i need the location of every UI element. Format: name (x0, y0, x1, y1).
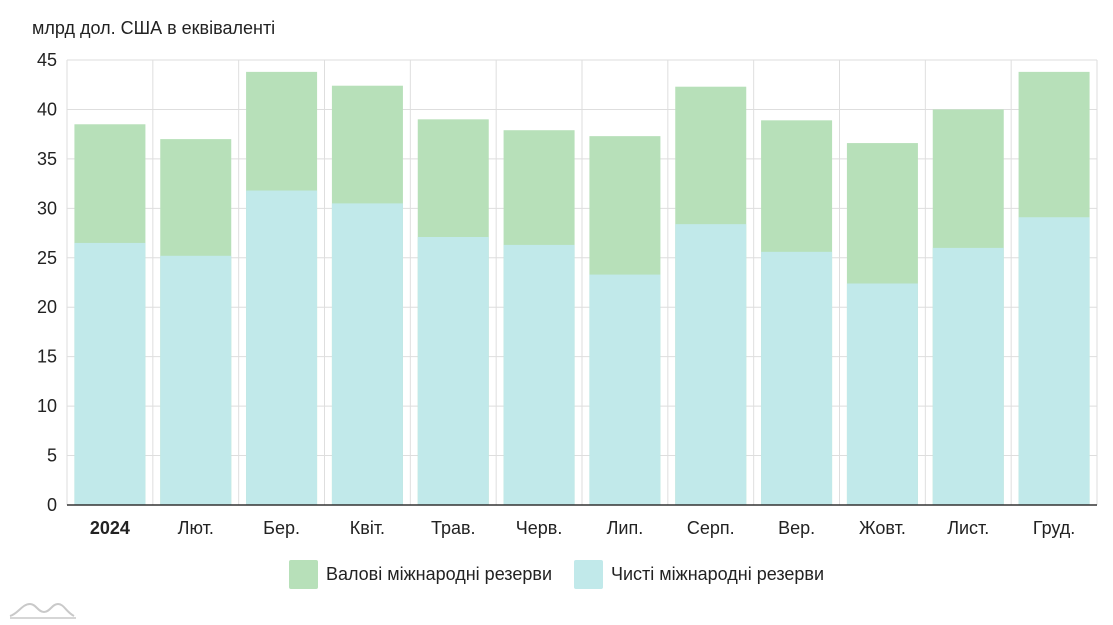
x-tick-label: Груд. (1033, 518, 1075, 538)
legend-label-gross: Валові міжнародні резерви (325, 564, 552, 584)
bar-net-reserves[interactable] (589, 274, 661, 505)
x-tick-label: Жовт. (859, 518, 906, 538)
legend-label-net: Чисті міжнародні резерви (611, 564, 825, 584)
bar-net-reserves[interactable] (417, 237, 489, 505)
x-tick-label: Лип. (607, 518, 644, 538)
y-tick-label: 40 (37, 99, 57, 119)
bar-net-reserves[interactable] (761, 251, 833, 505)
y-unit-label: млрд дол. США в еквіваленті (32, 18, 276, 38)
y-tick-label: 25 (37, 248, 57, 268)
bar-net-reserves[interactable] (160, 255, 232, 505)
y-tick-label: 15 (37, 347, 57, 367)
bar-net-reserves[interactable] (503, 244, 575, 505)
x-tick-label: Вер. (778, 518, 815, 538)
legend-swatch-gross (288, 560, 318, 589)
x-tick-label: Лист. (947, 518, 989, 538)
x-tick-label: 2024 (90, 518, 130, 538)
logo-icon (9, 602, 76, 619)
chart-svg: 0 5 10 15 20 25 30 35 40 45 2024 Лют. Бер. Квіт. Трав.… (37, 50, 1098, 538)
legend-item-net[interactable]: Чисті міжнародні резерви (574, 560, 824, 589)
x-tick-label: Бер. (263, 518, 300, 538)
legend-item-gross[interactable]: Валові міжнародні резерви (288, 560, 552, 589)
y-tick-label: 35 (37, 149, 57, 169)
x-tick-label: Квіт. (350, 518, 385, 538)
x-tick-label: Лют. (178, 518, 214, 538)
y-tick-label: 5 (47, 446, 57, 466)
x-tick-label: Черв. (516, 518, 563, 538)
y-tick-label: 20 (37, 297, 57, 317)
legend: Валові міжнародні резерви Чисті міжнарод… (0, 560, 1113, 589)
x-tick-label: Трав. (431, 518, 476, 538)
bar-net-reserves[interactable] (331, 203, 403, 505)
y-tick-label: 45 (37, 50, 57, 70)
bar-net-reserves[interactable] (932, 247, 1004, 505)
bar-net-reserves[interactable] (246, 190, 318, 506)
bar-net-reserves[interactable] (675, 224, 747, 505)
y-tick-label: 0 (47, 495, 57, 515)
y-tick-label: 10 (37, 396, 57, 416)
legend-swatch-net (574, 560, 603, 589)
bar-net-reserves[interactable] (846, 283, 918, 505)
bar-net-reserves[interactable] (74, 242, 146, 505)
x-tick-label: Серп. (687, 518, 735, 538)
y-tick-label: 30 (37, 198, 57, 218)
bar-net-reserves[interactable] (1018, 217, 1090, 505)
